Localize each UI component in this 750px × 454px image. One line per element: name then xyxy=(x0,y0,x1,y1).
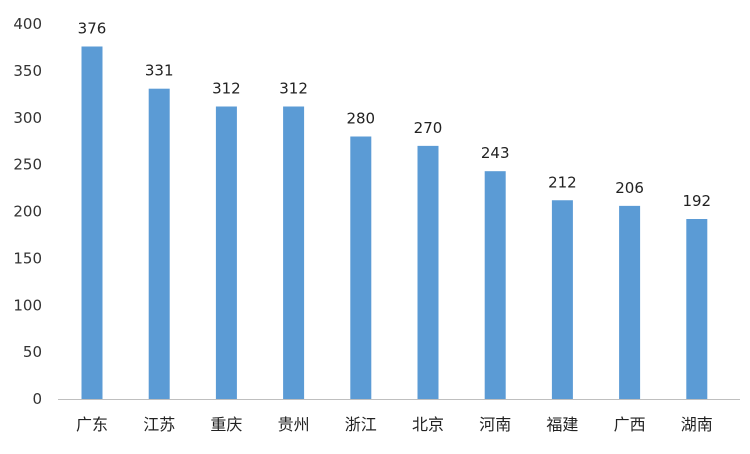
y-axis-ticks: 0 50 100 150 200 250 300 350 400 xyxy=(13,15,42,408)
bar-value-label: 206 xyxy=(615,179,644,197)
bar-value-label: 270 xyxy=(414,119,443,137)
y-tick-label: 400 xyxy=(13,15,42,33)
bar xyxy=(484,171,506,399)
y-tick-label: 200 xyxy=(13,203,42,221)
bar-value-label: 280 xyxy=(346,110,375,128)
bar xyxy=(215,106,237,399)
y-tick-label: 100 xyxy=(13,296,42,314)
y-tick-label: 300 xyxy=(13,109,42,127)
y-tick-label: 50 xyxy=(23,343,42,361)
y-tick-label: 250 xyxy=(13,156,42,174)
bar xyxy=(81,46,103,399)
bar xyxy=(619,205,641,399)
x-tick-label: 江苏 xyxy=(143,415,175,434)
x-tick-label: 浙江 xyxy=(345,415,377,434)
x-axis-tick-labels: 广东 江苏 重庆 贵州 浙江 北京 河南 福建 广西 湖南 xyxy=(76,415,713,434)
data-labels-group: 376 331 312 312 280 270 243 212 206 192 xyxy=(78,20,711,211)
bar-value-label: 312 xyxy=(279,80,308,98)
y-tick-label: 0 xyxy=(32,390,42,408)
bar-value-label: 243 xyxy=(481,144,510,162)
x-tick-label: 贵州 xyxy=(278,415,310,434)
x-tick-label: 湖南 xyxy=(681,415,713,434)
bar xyxy=(417,145,439,399)
x-tick-label: 广东 xyxy=(76,415,108,434)
bar xyxy=(350,136,372,399)
x-tick-label: 重庆 xyxy=(210,415,242,434)
bar-value-label: 212 xyxy=(548,173,577,191)
bar-value-label: 331 xyxy=(145,62,174,80)
bar xyxy=(148,88,170,399)
bar xyxy=(551,200,573,399)
bar xyxy=(686,219,708,399)
x-tick-label: 河南 xyxy=(479,415,511,434)
bar-value-label: 192 xyxy=(682,192,711,210)
bars-group xyxy=(81,46,708,399)
x-tick-label: 福建 xyxy=(546,415,578,434)
bar-value-label: 376 xyxy=(78,20,107,38)
y-tick-label: 150 xyxy=(13,249,42,267)
y-tick-label: 350 xyxy=(13,62,42,80)
x-tick-label: 广西 xyxy=(614,415,646,434)
bar-value-label: 312 xyxy=(212,80,241,98)
x-tick-label: 北京 xyxy=(412,415,444,434)
bar xyxy=(283,106,305,399)
